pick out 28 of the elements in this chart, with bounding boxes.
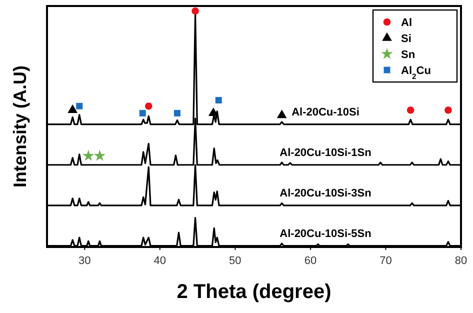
x-tick-label: 60 (304, 255, 317, 267)
point (174, 110, 180, 116)
y-axis-title: Intensity (A.U) (10, 65, 30, 188)
legend-label: Al (401, 17, 412, 29)
point (82, 150, 94, 161)
point (76, 102, 83, 110)
point (444, 106, 452, 114)
x-tick-label: 40 (154, 255, 166, 267)
x-axis-title: 2 Theta (degree) (176, 281, 332, 303)
point (406, 106, 414, 114)
x-tick-label: 50 (229, 255, 242, 267)
series-label: Al-20Cu-10Si-3Sn (280, 187, 372, 200)
x-tick-label: 70 (380, 255, 392, 267)
x-tick-label: 80 (454, 255, 468, 267)
series-label: Al-20Cu-10Si-1Sn (280, 146, 372, 159)
legend-label: Sn (401, 49, 416, 61)
point (215, 96, 222, 104)
series-label: Al-20Cu-10Si (292, 106, 360, 118)
point (144, 102, 152, 110)
point (276, 110, 287, 118)
x-tick-label: 30 (78, 255, 91, 267)
legend-label: Si (401, 33, 412, 45)
legend-label: Al$_{2}$Cu (401, 65, 431, 80)
point (139, 110, 146, 116)
point (68, 104, 78, 113)
point (192, 7, 199, 15)
point (94, 150, 106, 161)
series-label: Al-20Cu-10Si-5Sn (280, 228, 372, 240)
